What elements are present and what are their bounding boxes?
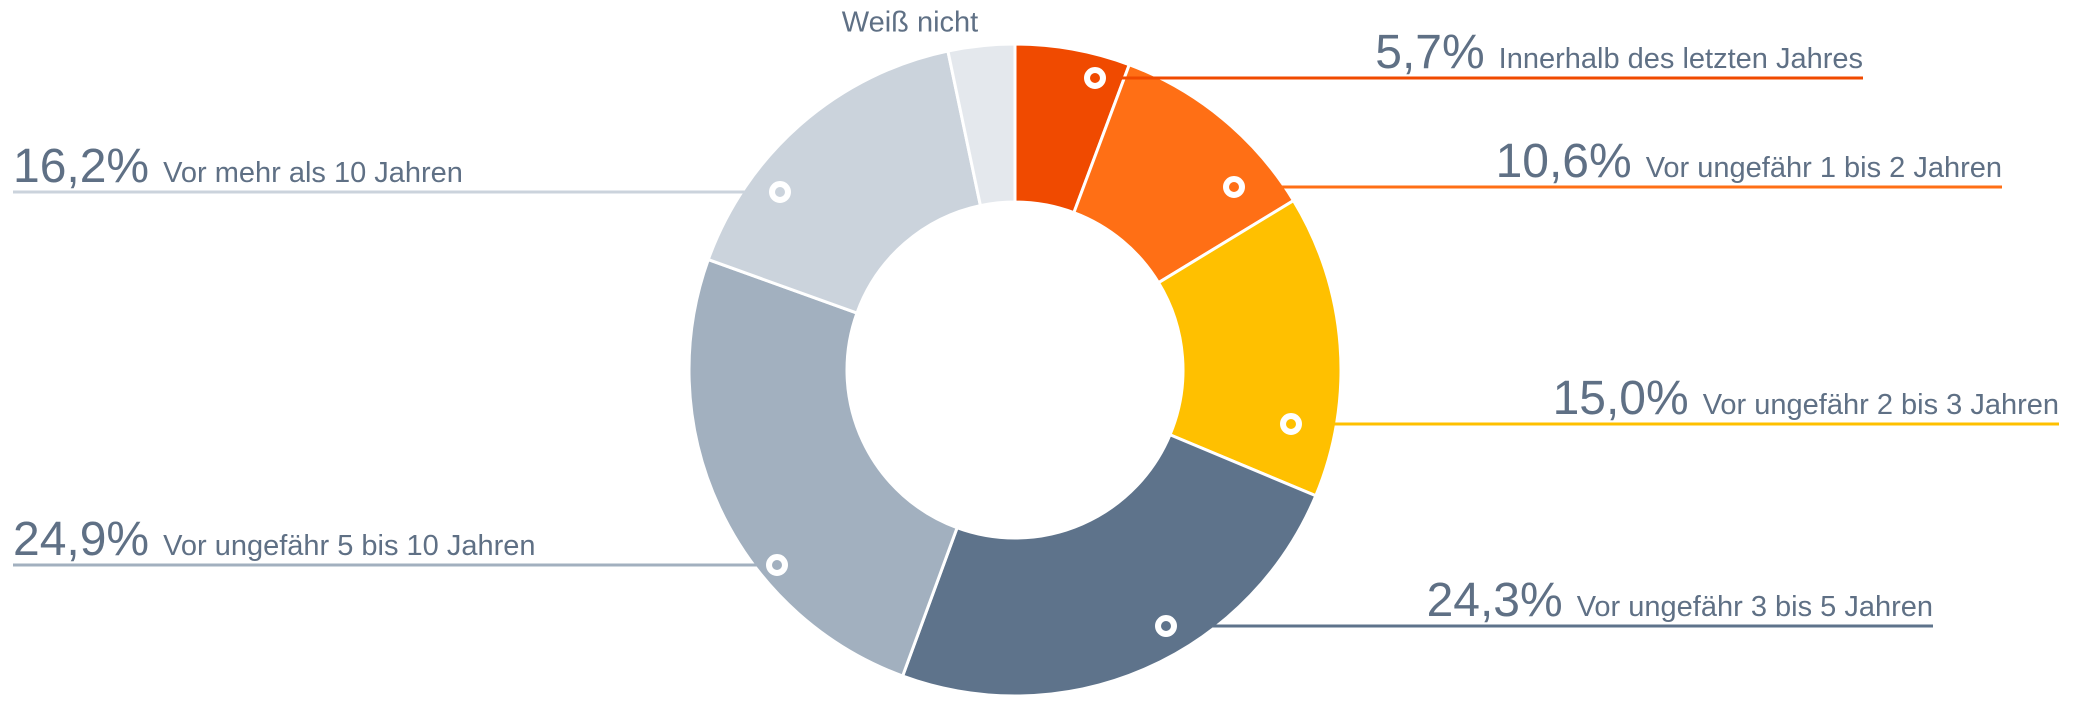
value-label: 15,0% bbox=[1553, 372, 1689, 425]
leader-dot bbox=[767, 555, 787, 575]
slice-label: 15,0% Vor ungefähr 2 bis 3 Jahren bbox=[1553, 372, 2059, 425]
leader-dot bbox=[1085, 68, 1105, 88]
value-label: 24,3% bbox=[1427, 574, 1563, 627]
slice-label: 24,3% Vor ungefähr 3 bis 5 Jahren bbox=[1427, 574, 1933, 627]
donut-slice bbox=[687, 257, 960, 678]
category-label: Vor ungefähr 5 bis 10 Jahren bbox=[163, 530, 535, 562]
slice-label: 5,7% Innerhalb des letzten Jahres bbox=[1375, 26, 1863, 79]
donut-slice bbox=[900, 432, 1318, 698]
leader-dot-inner bbox=[1286, 419, 1296, 429]
donut-slice bbox=[706, 49, 983, 316]
value-label: 10,6% bbox=[1496, 135, 1632, 188]
category-label: Innerhalb des letzten Jahres bbox=[1499, 43, 1863, 75]
leader-dot bbox=[1281, 414, 1301, 434]
value-label: 16,2% bbox=[13, 140, 149, 193]
leader-dot-inner bbox=[1090, 73, 1100, 83]
slice-label: 16,2% Vor mehr als 10 Jahren bbox=[13, 140, 463, 193]
leader-dot-inner bbox=[772, 560, 782, 570]
leader-dot-inner bbox=[1161, 621, 1171, 631]
value-label: 5,7% bbox=[1375, 26, 1484, 79]
category-label: Vor ungefähr 1 bis 2 Jahren bbox=[1646, 152, 2002, 184]
leader-dot-inner bbox=[775, 187, 785, 197]
category-label: Vor ungefähr 3 bis 5 Jahren bbox=[1577, 591, 1933, 623]
leader-dot bbox=[1156, 616, 1176, 636]
category-label: Vor mehr als 10 Jahren bbox=[163, 157, 463, 189]
leader-dot-inner bbox=[1229, 182, 1239, 192]
leader-dot bbox=[1224, 177, 1244, 197]
slice-label: 10,6% Vor ungefähr 1 bis 2 Jahren bbox=[1496, 135, 2002, 188]
slice-label: 24,9% Vor ungefähr 5 bis 10 Jahren bbox=[13, 513, 536, 566]
leader-dot bbox=[770, 182, 790, 202]
donut-slice bbox=[946, 42, 1017, 208]
value-label: 24,9% bbox=[13, 513, 149, 566]
category-label: Weiß nicht bbox=[842, 7, 978, 39]
category-label: Vor ungefähr 2 bis 3 Jahren bbox=[1703, 389, 2059, 421]
